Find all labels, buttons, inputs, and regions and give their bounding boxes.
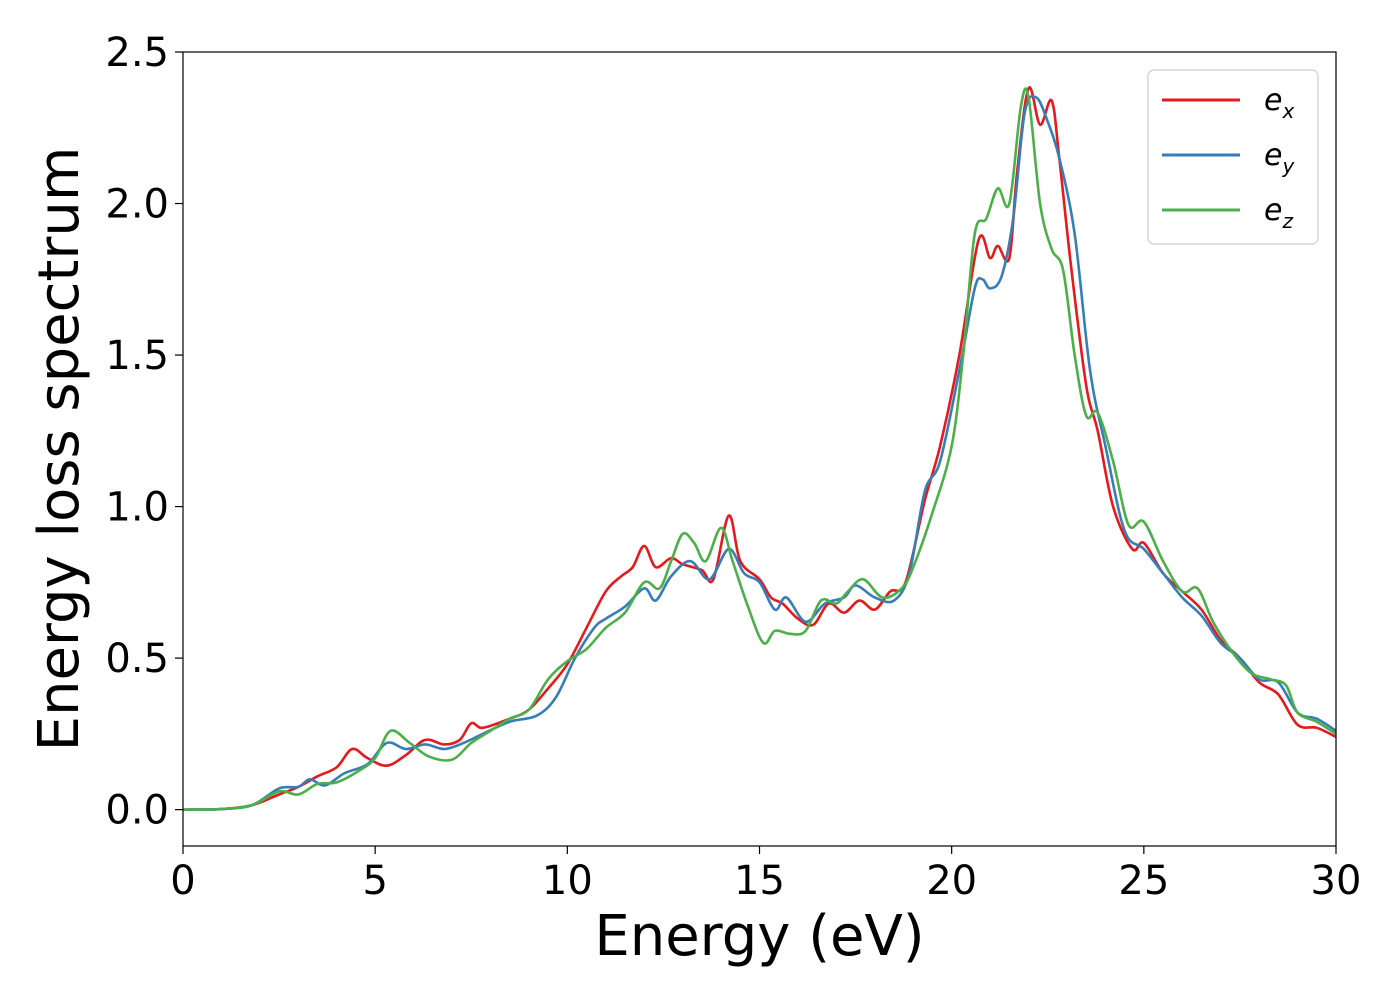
legend-box	[1147, 69, 1319, 245]
y-tick-label: 2.0	[105, 182, 169, 228]
x-tick-label: 25	[1118, 858, 1169, 904]
y-axis-label: Energy loss spectrum	[27, 147, 92, 752]
y-tick-label: 1.5	[105, 333, 169, 379]
x-tick-label: 20	[926, 858, 977, 904]
y-tick-label: 0.5	[105, 636, 169, 682]
y-axis: 0.0 0.5 1.0 1.5 2.0 2.5	[105, 30, 183, 834]
x-tick-label: 15	[734, 858, 785, 904]
legend-label-z: ez	[1264, 193, 1293, 233]
x-tick-label: 5	[362, 858, 387, 904]
series-line-x	[183, 86, 1336, 811]
series-layer	[183, 86, 1336, 811]
y-tick-label: 0.0	[105, 788, 169, 834]
x-tick-label: 30	[1311, 858, 1362, 904]
x-tick-label: 10	[542, 858, 593, 904]
x-axis: 0 5 10 15 20 25 30	[170, 846, 1361, 904]
legend-label-y: ey	[1264, 138, 1295, 178]
x-tick-label: 0	[170, 858, 195, 904]
legend-label-x: ex	[1264, 83, 1294, 123]
y-tick-label: 1.0	[105, 485, 169, 531]
series-line-z	[183, 87, 1336, 811]
x-axis-label: Energy (eV)	[594, 904, 924, 969]
y-tick-label: 2.5	[105, 30, 169, 76]
legend: ex ey ez	[1147, 69, 1319, 245]
